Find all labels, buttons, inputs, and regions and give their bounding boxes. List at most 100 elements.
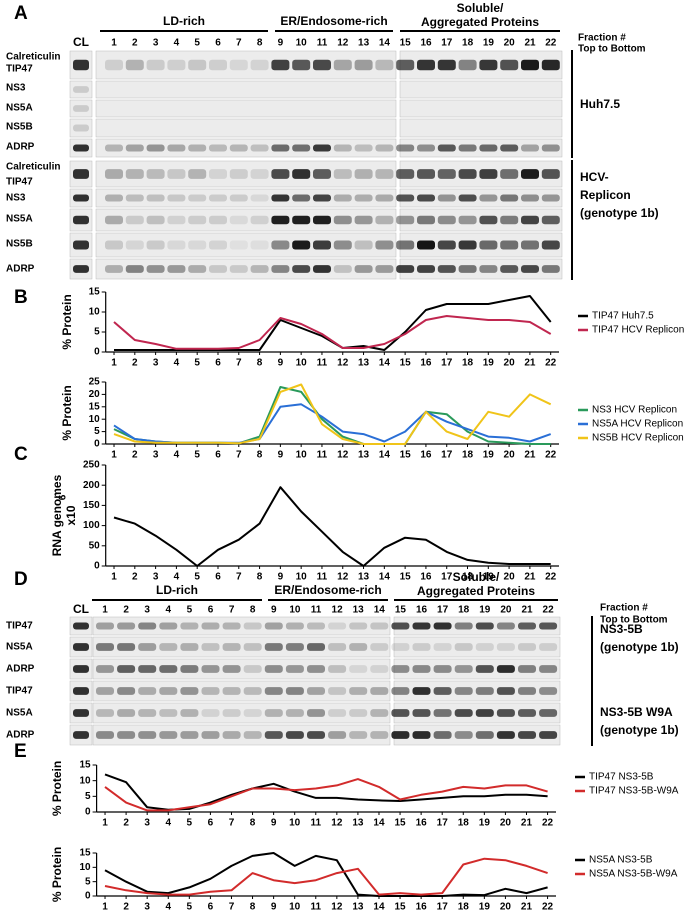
x-tick-label: 4 [174, 572, 180, 583]
blot-band [96, 643, 114, 651]
y-tick-label: 0 [85, 891, 91, 902]
row-label: NS3 [6, 83, 26, 94]
blot-band [454, 665, 473, 673]
x-tick-label: 12 [331, 818, 343, 829]
blot-band [73, 194, 89, 202]
blot-band [73, 59, 89, 71]
y-tick-label: 10 [89, 307, 101, 318]
blot-band [541, 265, 560, 273]
row-label: TIP47 [6, 64, 33, 75]
row-label: ADRP [6, 730, 35, 741]
y-tick-label: 0 [85, 807, 91, 818]
lane-number: 21 [524, 38, 536, 49]
blot-panel [399, 118, 563, 138]
blot-band [146, 59, 165, 71]
blot-band [349, 643, 368, 651]
x-tick-label: 19 [479, 818, 491, 829]
blot-band [125, 194, 144, 202]
y-tick-label: 250 [83, 460, 100, 471]
blot-band [243, 643, 262, 651]
x-tick-label: 11 [310, 818, 321, 829]
blot-band [209, 265, 227, 273]
blot-panel [69, 118, 93, 138]
x-tick-label: 10 [289, 818, 301, 829]
blot-band [250, 169, 269, 179]
blot-panel [92, 658, 391, 680]
y-tick-label: 5 [85, 791, 91, 802]
blot-band [541, 215, 560, 225]
x-tick-label: 1 [111, 450, 117, 461]
blot-band [479, 240, 498, 250]
blot-band [328, 643, 347, 651]
x-tick-label: 4 [174, 450, 180, 461]
blot-band [521, 144, 539, 152]
blot-band [73, 124, 89, 132]
x-tick-label: 7 [236, 450, 242, 461]
legend-label: TIP47 NS3-5B [589, 772, 654, 783]
blot-band [229, 194, 248, 202]
blot-band [396, 240, 415, 250]
x-tick-label: 13 [352, 902, 364, 913]
group-header: LD-rich [156, 583, 198, 597]
blot-band [417, 59, 435, 71]
blot-band [125, 144, 144, 152]
lane-number: 12 [332, 605, 344, 616]
x-tick-label: 3 [153, 450, 159, 461]
x-tick-label: 7 [236, 358, 242, 369]
x-tick-label: 16 [416, 902, 428, 913]
blot-band [396, 59, 415, 71]
blot-band [167, 59, 186, 71]
blot-band [73, 265, 89, 273]
blot-band [375, 169, 394, 179]
blot-band [479, 169, 498, 179]
side-label: NS3-5B [600, 622, 643, 636]
x-tick-label: 15 [394, 902, 406, 913]
x-tick-label: 3 [153, 358, 159, 369]
lane-number: 19 [479, 605, 491, 616]
x-tick-label: 13 [358, 450, 370, 461]
x-tick-label: 17 [441, 450, 453, 461]
blot-panel [92, 616, 391, 636]
blot-band [96, 709, 114, 717]
blot-band [417, 169, 435, 179]
blot-band [96, 622, 114, 630]
x-tick-label: 6 [208, 818, 214, 829]
group-header: Soluble/ [453, 570, 500, 584]
blot-band [354, 144, 373, 152]
blot-band [541, 240, 560, 250]
blot-band [96, 665, 114, 673]
blot-band [521, 194, 539, 202]
blot-band [222, 665, 241, 673]
blot-band [229, 265, 248, 273]
blot-band [475, 643, 494, 651]
data-line [113, 486, 551, 567]
blot-band [159, 643, 178, 651]
blot-band [167, 240, 186, 250]
blot-band [328, 731, 347, 739]
blot-band [271, 194, 290, 202]
y-tick-label: 20 [89, 389, 101, 400]
row-label: TIP47 [6, 177, 33, 188]
blot-panel [95, 138, 397, 158]
x-tick-label: 18 [462, 572, 474, 583]
blot-band [518, 622, 536, 630]
x-tick-label: 15 [400, 450, 412, 461]
blot-band [159, 709, 178, 717]
blot-band [222, 731, 241, 739]
blot-band [146, 169, 165, 179]
x-tick-label: 2 [132, 358, 138, 369]
blot-band [433, 665, 452, 673]
x-tick-label: 20 [504, 572, 516, 583]
blot-band [518, 709, 536, 717]
blot-band [188, 59, 207, 71]
blot-band [73, 709, 89, 717]
lane-number: 15 [395, 605, 407, 616]
x-tick-label: 9 [278, 358, 284, 369]
y-tick-label: 25 [89, 377, 101, 388]
blot-band [539, 643, 558, 651]
blot-band [496, 731, 515, 739]
blot-band [117, 665, 136, 673]
x-tick-label: 9 [271, 818, 277, 829]
blot-band [180, 731, 199, 739]
blot-band [417, 265, 435, 273]
